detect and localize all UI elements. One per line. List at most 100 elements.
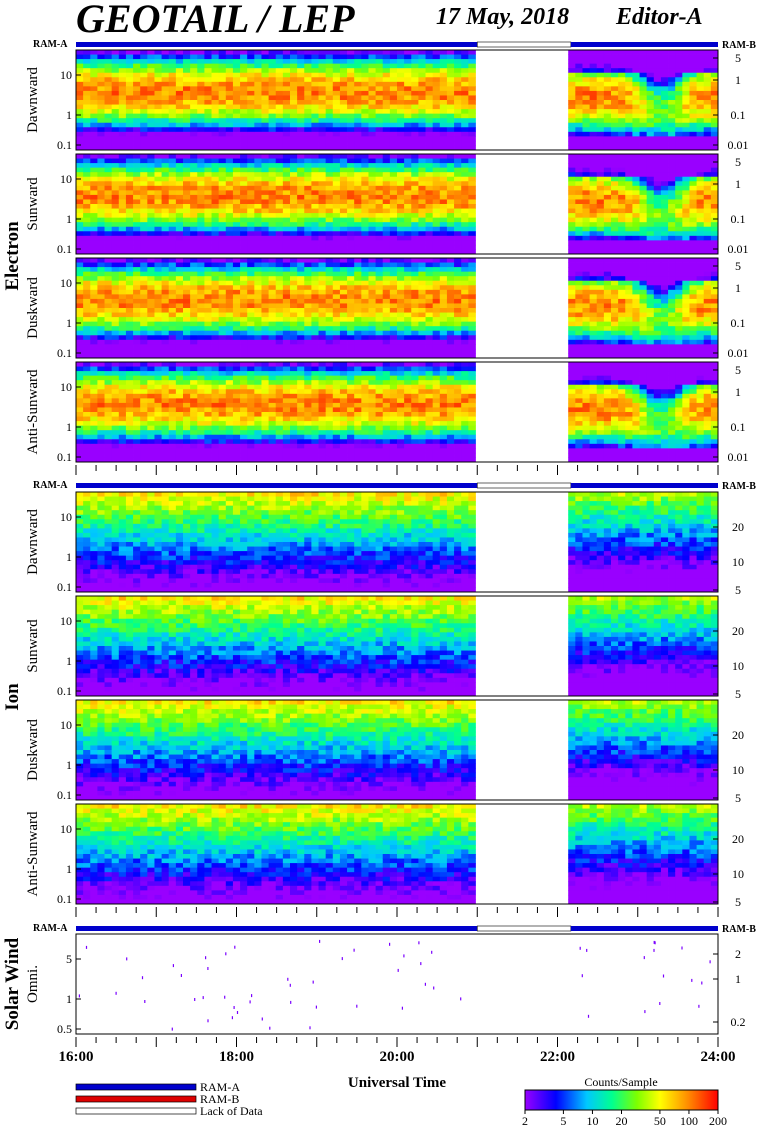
- spectrogram-cell: [240, 81, 248, 87]
- spectrogram-cell: [111, 194, 120, 200]
- spectrogram-cell: [361, 122, 369, 128]
- spectrogram-cell: [339, 308, 348, 313]
- spectrogram-cell: [418, 353, 426, 359]
- spectrogram-cell: [118, 77, 127, 83]
- spectrogram-cell: [332, 50, 341, 55]
- spectrogram-cell: [183, 158, 191, 164]
- spectrogram-cell: [618, 249, 626, 255]
- spectrogram-cell: [76, 226, 84, 232]
- spectrogram-cell: [397, 131, 405, 137]
- spectrogram-cell: [154, 194, 162, 200]
- spectrogram-cell: [211, 109, 220, 115]
- spectrogram-cell: [168, 280, 177, 286]
- spectrogram-cell: [225, 353, 234, 359]
- spectrogram-cell: [389, 194, 398, 200]
- spectrogram-cell: [625, 95, 633, 101]
- spectrogram-cell: [611, 54, 619, 60]
- spectrogram-cell: [325, 335, 334, 341]
- spectrogram-cell: [90, 217, 98, 223]
- spectrogram-cell: [361, 222, 369, 228]
- spectrogram-cell: [339, 339, 348, 345]
- spectrogram-cell: [118, 330, 127, 336]
- spectrogram-cell: [625, 308, 633, 313]
- spectrogram-cell: [311, 204, 319, 209]
- spectrogram-cell: [204, 267, 212, 273]
- spectrogram-cell: [575, 344, 583, 350]
- spectrogram-cell: [432, 100, 441, 105]
- spectrogram-cell: [632, 104, 640, 110]
- spectrogram-cell: [311, 176, 319, 182]
- spectrogram-cell: [225, 136, 234, 142]
- spectrogram-cell: [354, 199, 362, 205]
- spectrogram-cell: [240, 204, 248, 209]
- spectrogram-cell: [653, 81, 662, 87]
- spectrogram-cell: [660, 213, 669, 219]
- spectrogram-cell: [282, 249, 291, 255]
- spectrogram-cell: [339, 344, 348, 350]
- spectrogram-cell: [632, 63, 640, 69]
- spectrogram-cell: [261, 167, 269, 173]
- spectrogram-cell: [682, 140, 690, 146]
- spectrogram-cell: [375, 163, 384, 169]
- spectrogram-cell: [90, 185, 98, 191]
- spectrogram-cell: [411, 158, 419, 164]
- spectrogram-cell: [290, 289, 298, 295]
- spectrogram-cell: [568, 95, 576, 101]
- spectrogram-cell: [411, 167, 419, 173]
- spectrogram-cell: [596, 240, 605, 246]
- panel-frame: [75, 49, 719, 151]
- spectrogram-cell: [454, 240, 462, 246]
- spectrogram-cell: [97, 199, 105, 205]
- spectrogram-cell: [411, 353, 419, 359]
- spectrogram-cell: [404, 163, 412, 169]
- spectrogram-cell: [582, 81, 590, 87]
- spectrogram-cell: [589, 204, 598, 209]
- spectrogram-cell: [168, 303, 177, 309]
- spectrogram-cell: [454, 317, 462, 323]
- spectrogram-cell: [668, 240, 676, 246]
- spectrogram-cell: [639, 199, 648, 205]
- spectrogram-cell: [646, 194, 655, 200]
- spectrogram-cell: [304, 145, 312, 151]
- spectrogram-cell: [418, 72, 426, 78]
- spectrogram-cell: [332, 77, 341, 83]
- spectrogram-cell: [568, 204, 576, 209]
- spectrogram-cell: [589, 353, 598, 359]
- spectrogram-cell: [404, 100, 412, 105]
- spectrogram-cell: [175, 95, 184, 101]
- spectrogram-cell: [611, 222, 619, 228]
- spectrogram-cell: [582, 113, 590, 119]
- spectrogram-cell: [175, 136, 184, 142]
- spectrogram-cell: [439, 312, 448, 318]
- spectrogram-cell: [568, 339, 576, 345]
- spectrogram-cell: [682, 100, 690, 105]
- spectrogram-cell: [660, 258, 669, 263]
- y2-tick-label: 0.01: [728, 242, 749, 256]
- spectrogram-cell: [190, 271, 198, 277]
- spectrogram-cell: [618, 308, 626, 313]
- spectrogram-cell: [382, 267, 391, 273]
- spectrogram-cell: [83, 312, 91, 318]
- spectrogram-cell: [297, 326, 305, 332]
- spectrogram-cell: [575, 258, 583, 263]
- spectrogram-cell: [596, 289, 605, 295]
- spectrogram-cell: [361, 118, 369, 124]
- spectrogram-cell: [675, 249, 683, 255]
- spectrogram-cell: [411, 312, 419, 318]
- spectrogram-cell: [218, 321, 227, 327]
- spectrogram-cell: [639, 353, 648, 359]
- spectrogram-cell: [603, 90, 612, 96]
- spectrogram-cell: [660, 131, 669, 137]
- spectrogram-cell: [397, 145, 405, 151]
- spectrogram-cell: [375, 294, 384, 300]
- spectrogram-cell: [140, 262, 148, 268]
- spectrogram-cell: [432, 317, 441, 323]
- spectrogram-cell: [118, 104, 127, 110]
- spectrogram-cell: [332, 204, 341, 209]
- spectrogram-cell: [589, 244, 598, 250]
- spectrogram-cell: [432, 285, 441, 291]
- spectrogram-cell: [703, 235, 712, 241]
- spectrogram-cell: [161, 158, 170, 164]
- spectrogram-cell: [368, 54, 376, 60]
- spectrogram-cell: [418, 54, 426, 60]
